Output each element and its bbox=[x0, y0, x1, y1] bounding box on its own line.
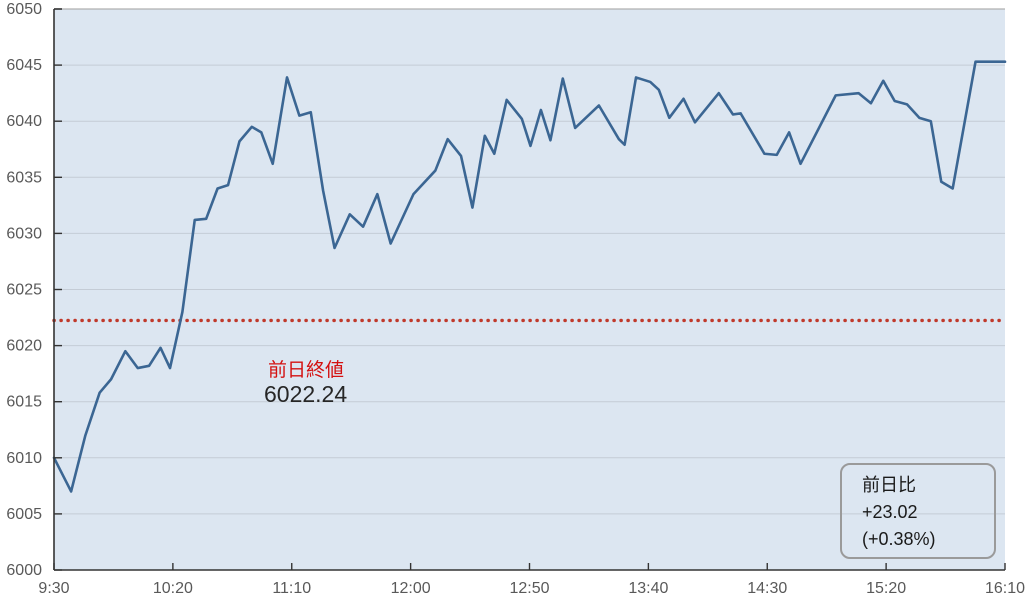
svg-text:10:20: 10:20 bbox=[153, 580, 193, 595]
svg-text:6040: 6040 bbox=[6, 113, 42, 130]
svg-text:12:50: 12:50 bbox=[509, 580, 549, 595]
svg-text:6005: 6005 bbox=[6, 506, 42, 523]
svg-text:6020: 6020 bbox=[6, 338, 42, 355]
svg-text:12:00: 12:00 bbox=[391, 580, 431, 595]
svg-text:6000: 6000 bbox=[6, 562, 42, 579]
svg-text:13:40: 13:40 bbox=[628, 580, 668, 595]
svg-text:9:30: 9:30 bbox=[38, 580, 69, 595]
svg-text:6050: 6050 bbox=[6, 1, 42, 18]
svg-text:6045: 6045 bbox=[6, 57, 42, 74]
svg-text:6035: 6035 bbox=[6, 169, 42, 186]
svg-text:14:30: 14:30 bbox=[747, 580, 787, 595]
svg-text:15:20: 15:20 bbox=[866, 580, 906, 595]
svg-text:6015: 6015 bbox=[6, 394, 42, 411]
svg-text:6010: 6010 bbox=[6, 450, 42, 467]
svg-text:6025: 6025 bbox=[6, 282, 42, 299]
svg-text:16:10: 16:10 bbox=[985, 580, 1025, 595]
svg-text:6030: 6030 bbox=[6, 225, 42, 242]
svg-text:11:10: 11:10 bbox=[272, 580, 311, 595]
